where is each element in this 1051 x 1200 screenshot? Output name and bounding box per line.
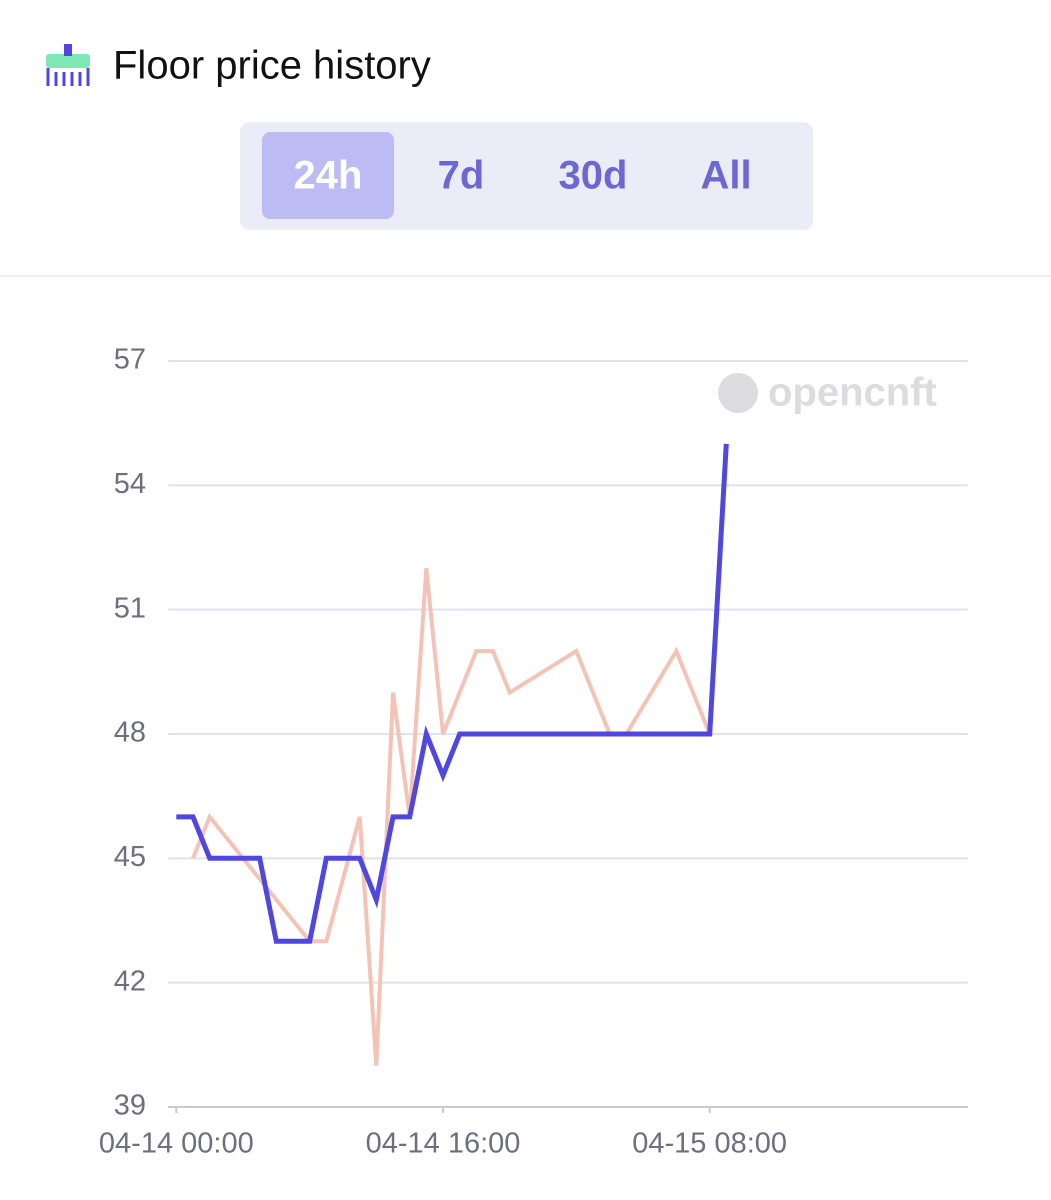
tab[interactable]: 7d [438,154,485,198]
x-tick-label: 04-14 00:00 [99,1128,254,1160]
y-tick-label: 54 [114,468,146,500]
watermark: opencnft [768,371,937,415]
header-icon [46,44,90,86]
y-tick-label: 48 [114,717,146,749]
y-tick-label: 51 [114,592,146,624]
tab-active-bg [262,132,394,219]
tab[interactable]: 30d [559,154,628,198]
y-tick-label: 42 [114,965,146,997]
y-tick-label: 57 [114,344,146,376]
watermark-logo [718,373,758,413]
tab[interactable]: 24h [294,154,363,198]
price-line [176,443,729,944]
y-tick-label: 39 [114,1090,146,1122]
page-title: Floor price history [113,44,431,88]
tab[interactable]: All [700,154,751,198]
x-tick-label: 04-15 08:00 [632,1128,787,1160]
x-tick-label: 04-14 16:00 [366,1128,521,1160]
y-tick-label: 45 [114,841,146,873]
price-line [191,567,712,1066]
